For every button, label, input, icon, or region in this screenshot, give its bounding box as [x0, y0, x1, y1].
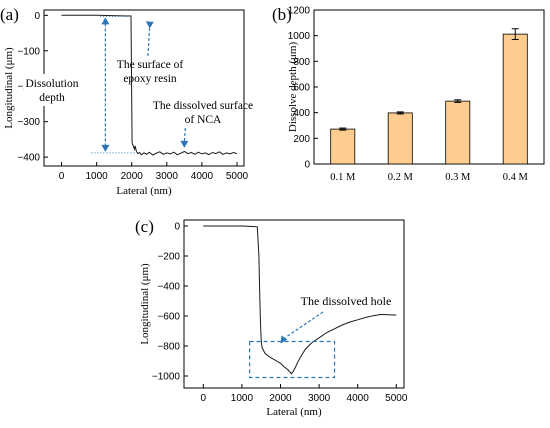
panel-b-chart: 0 200 400 600 800 1000 1200 0.1 M 0.2 M 0.3 M 0.4 … — [287, 6, 545, 183]
annotation-dissolution-line1: Dissolution — [25, 78, 78, 90]
panel-a-y-tick-label: 0 — [34, 11, 40, 22]
panel-label-a: (a) — [0, 5, 19, 24]
dissolved-hole-dashed-box — [249, 340, 336, 379]
panel-c-y-tick-label: 0 — [174, 222, 180, 233]
bar-0.1m — [330, 128, 356, 165]
panel-b-y-axis-label: Dissolve depth (μm) — [287, 42, 299, 133]
panel-c-y-tick-label: −600 — [157, 312, 180, 323]
panel-c-x-tick-label: 0 — [201, 393, 207, 404]
annotation-dissolution-line2: depth — [39, 92, 65, 104]
panel-b-y-tick-label: 600 — [293, 83, 310, 94]
panel-label-b: (b) — [272, 5, 292, 24]
annotation-dissolved-hole: The dissolved hole — [301, 294, 392, 308]
panel-b-x-tick-label: 0.3 M — [445, 172, 471, 183]
panel-a-y-axis-label: Longitudinal (μm) — [3, 47, 15, 129]
panel-a-y-tick-label: −400 — [17, 153, 40, 164]
panel-c-x-tick-label: 4000 — [347, 393, 370, 404]
panel-c-y-axis-label: Longitudinal (μm) — [139, 263, 151, 345]
panel-b-y-tick-label: 800 — [293, 57, 310, 68]
annotation-epoxy-line2: epoxy resin — [123, 73, 177, 85]
panel-c-chart: 0 1000 2000 3000 4000 5000 0 −200 −400 −600 −800 −1… — [139, 219, 408, 418]
panel-b-y-tick-label: 200 — [293, 134, 310, 145]
nca-surface-pointer — [183, 127, 186, 142]
panel-c-x-tick-label: 5000 — [385, 393, 408, 404]
panel-a-x-tick-label: 4000 — [191, 171, 214, 182]
bar-0.2m — [387, 112, 413, 165]
panel-b-x-tick-label: 0.4 M — [503, 172, 529, 183]
panel-a-x-tick-label: 0 — [59, 171, 65, 182]
panel-c-frame — [183, 219, 405, 389]
panel-b-x-tick-label: 0.2 M — [388, 172, 414, 183]
panel-c-x-tick-label: 2000 — [269, 393, 292, 404]
panel-a-y-tick-label: −100 — [17, 46, 40, 57]
panel-c-y-tick-label: −200 — [157, 252, 180, 263]
panel-c-y-tick-label: −1000 — [152, 372, 181, 383]
panel-c-ticks: 0 1000 2000 3000 4000 5000 0 −200 −400 −600 −800 −1… — [152, 222, 408, 405]
panel-b-y-tick-label: 0 — [304, 160, 310, 171]
arrowhead-down — [101, 144, 110, 152]
panel-a-annotations: The surface of epoxy resin Dissolution d… — [24, 15, 253, 154]
panel-a-y-tick-label: −300 — [17, 117, 40, 128]
arrowhead-nca — [180, 140, 189, 148]
panel-c-series-line — [203, 225, 397, 375]
panel-a-x-tick-label: 5000 — [226, 171, 249, 182]
bar-0.3m — [445, 100, 471, 165]
panel-c-y-tick-label: −400 — [157, 282, 180, 293]
panel-b-y-tick-label: 1000 — [288, 31, 311, 42]
arrowhead-epoxy — [145, 21, 154, 29]
panel-c-x-tick-label: 3000 — [308, 393, 331, 404]
panel-c-y-tick-label: −800 — [157, 342, 180, 353]
panel-a-series-line — [61, 14, 238, 156]
annotation-nca-line2: of NCA — [185, 114, 222, 126]
panel-b-x-tick-label: 0.1 M — [330, 172, 356, 183]
dissolution-depth-label-bg — [24, 74, 80, 106]
panel-c-x-axis-label: Lateral (nm) — [266, 406, 322, 418]
panel-a-x-tick-label: 3000 — [156, 171, 179, 182]
panel-a-x-tick-label: 1000 — [86, 171, 109, 182]
panel-b-y-tick-label: 1200 — [288, 6, 311, 17]
panel-label-c: (c) — [135, 217, 154, 236]
annotation-nca-line1: The dissolved surface — [153, 100, 253, 112]
arrowhead-hole — [280, 335, 288, 344]
panel-b-bars — [330, 28, 528, 165]
panel-b-y-tick-label: 400 — [293, 108, 310, 119]
bar-0.4m — [502, 33, 528, 165]
arrowhead-up — [101, 17, 110, 25]
dissolved-hole-pointer — [285, 311, 324, 338]
panel-a-x-tick-label: 2000 — [121, 171, 144, 182]
panel-c-x-tick-label: 1000 — [231, 393, 254, 404]
panel-a-x-axis-label: Lateral (nm) — [116, 185, 172, 197]
epoxy-surface-pointer — [147, 24, 151, 57]
annotation-epoxy-line1: The surface of — [117, 59, 184, 71]
